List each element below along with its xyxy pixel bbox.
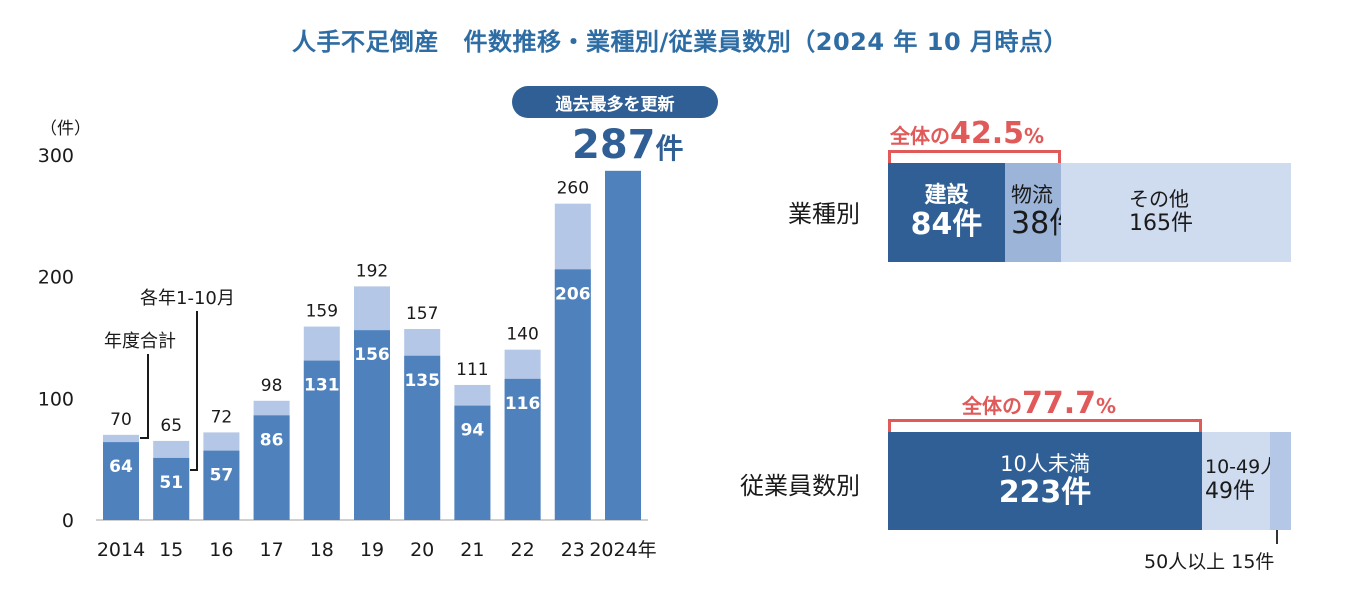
- segment-name: 10人未満: [1000, 451, 1090, 476]
- x-tick-label: 2014: [97, 539, 145, 561]
- industry-segment-logistics: 物流 38件: [1005, 163, 1079, 262]
- bars-layer: [103, 170, 641, 521]
- x-tick-label: 2024年: [589, 539, 656, 561]
- x-tick-label: 22: [511, 539, 535, 561]
- bar-jan-oct: [253, 415, 290, 520]
- fiscal-total-leader: [140, 354, 149, 439]
- bar-total-label: 192: [356, 261, 388, 281]
- y-tick-label: 0: [62, 510, 74, 532]
- segment-value: 223件: [998, 474, 1092, 510]
- segment-value: 49件: [1205, 479, 1255, 505]
- jan-oct-leader: [190, 311, 198, 471]
- bar-total-label: 65: [160, 416, 182, 436]
- bar-inner-label: 94: [461, 421, 485, 441]
- x-tick-label: 16: [209, 539, 233, 561]
- bar-total-label: 157: [406, 304, 438, 324]
- page-title: 人手不足倒産 件数推移・業種別/従業員数別（2024 年 10 月時点）: [291, 28, 1069, 56]
- bar-total-label: 140: [506, 325, 538, 345]
- employee-share: 全体の77.7%: [962, 386, 1116, 421]
- bar-total-label: 72: [211, 407, 233, 427]
- industry-share-value: 42.5: [950, 116, 1025, 151]
- annotation-layer: 年度合計 各年1-10月: [104, 288, 235, 471]
- employee-50plus-leader: [1276, 530, 1278, 544]
- segment-name: 物流: [1011, 183, 1053, 208]
- segment-name: 建設: [924, 182, 969, 208]
- industry-segment-construction: 建設 84件: [888, 163, 1005, 262]
- segment-name: その他: [1129, 187, 1189, 212]
- bar-inner-label: 131: [304, 376, 340, 396]
- bar-jan-oct: [554, 269, 591, 520]
- y-tick-label: 200: [38, 267, 74, 289]
- bar-jan-oct: [354, 330, 390, 520]
- x-tick-label: 18: [310, 539, 334, 561]
- industry-share: 全体の42.5%: [890, 116, 1044, 151]
- segment-name: 10-49人: [1205, 456, 1280, 479]
- segment-value: 15件: [1231, 551, 1275, 573]
- record-value: 287件: [572, 122, 684, 168]
- labels-layer: 6470201451651557721686981713115918156192…: [97, 179, 657, 561]
- bar-jan-oct: [454, 405, 491, 520]
- bar-jan-oct: [153, 457, 190, 520]
- employee-segment-under10: 10人未満 223件: [888, 432, 1202, 530]
- record-badge: 過去最多を更新: [512, 86, 718, 118]
- fiscal-total-callout: 年度合計: [104, 331, 176, 352]
- bar-jan-oct: [103, 442, 139, 520]
- x-tick-label: 17: [260, 539, 284, 561]
- industry-segment-other: その他 165件: [1061, 163, 1291, 262]
- x-tick-label: 20: [410, 539, 434, 561]
- employee-share-bracket: [888, 419, 1202, 433]
- employee-share-value: 77.7: [1022, 386, 1097, 421]
- bar-total-label: 111: [456, 360, 488, 380]
- x-tick-label: 23: [561, 539, 585, 561]
- y-tick-label: 100: [38, 388, 74, 410]
- bar-jan-oct: [504, 378, 541, 520]
- industry-share-bracket: [888, 150, 1061, 164]
- bar-inner-label: 116: [505, 394, 541, 414]
- record-number: 287: [572, 122, 656, 168]
- employee-segment-10-49: 10-49人 49件: [1202, 432, 1279, 530]
- x-tick-label: 15: [159, 539, 183, 561]
- bar-total-label: 260: [557, 179, 589, 199]
- bar-jan-oct: [303, 360, 340, 520]
- industry-share-prefix: 全体の: [890, 124, 950, 148]
- bar-total-label: 98: [261, 376, 283, 396]
- x-tick-label: 19: [360, 539, 384, 561]
- jan-oct-callout: 各年1-10月: [140, 288, 235, 309]
- bar-jan-oct: [605, 170, 641, 521]
- employee-share-unit: %: [1096, 394, 1117, 418]
- employee-50plus-label: 50人以上 15件: [1144, 547, 1274, 574]
- bar-inner-label: 156: [354, 345, 390, 365]
- y-axis-label: （件）: [40, 119, 91, 139]
- segment-value: 165件: [1129, 211, 1193, 237]
- record-unit: 件: [655, 132, 684, 165]
- bar-inner-label: 51: [159, 473, 183, 493]
- industry-share-unit: %: [1024, 124, 1045, 148]
- bar-inner-label: 86: [260, 430, 284, 450]
- industry-row-label: 業種別: [788, 200, 860, 228]
- segment-value: 84件: [910, 206, 983, 242]
- segment-name: 50人以上: [1144, 551, 1226, 573]
- employee-row-label: 従業員数別: [740, 472, 860, 500]
- employee-share-prefix: 全体の: [962, 394, 1022, 418]
- bar-jan-oct: [203, 450, 240, 520]
- bar-inner-label: 57: [210, 466, 234, 486]
- bar-jan-oct: [404, 355, 441, 520]
- bar-total-label: 159: [306, 302, 338, 322]
- y-tick-label: 300: [38, 145, 74, 167]
- bar-inner-label: 206: [555, 284, 591, 304]
- bar-total-label: 70: [110, 410, 132, 430]
- bar-inner-label: 135: [404, 371, 440, 391]
- bar-inner-label: 64: [109, 457, 133, 477]
- employee-segment-50plus: [1270, 432, 1291, 530]
- x-tick-label: 21: [460, 539, 484, 561]
